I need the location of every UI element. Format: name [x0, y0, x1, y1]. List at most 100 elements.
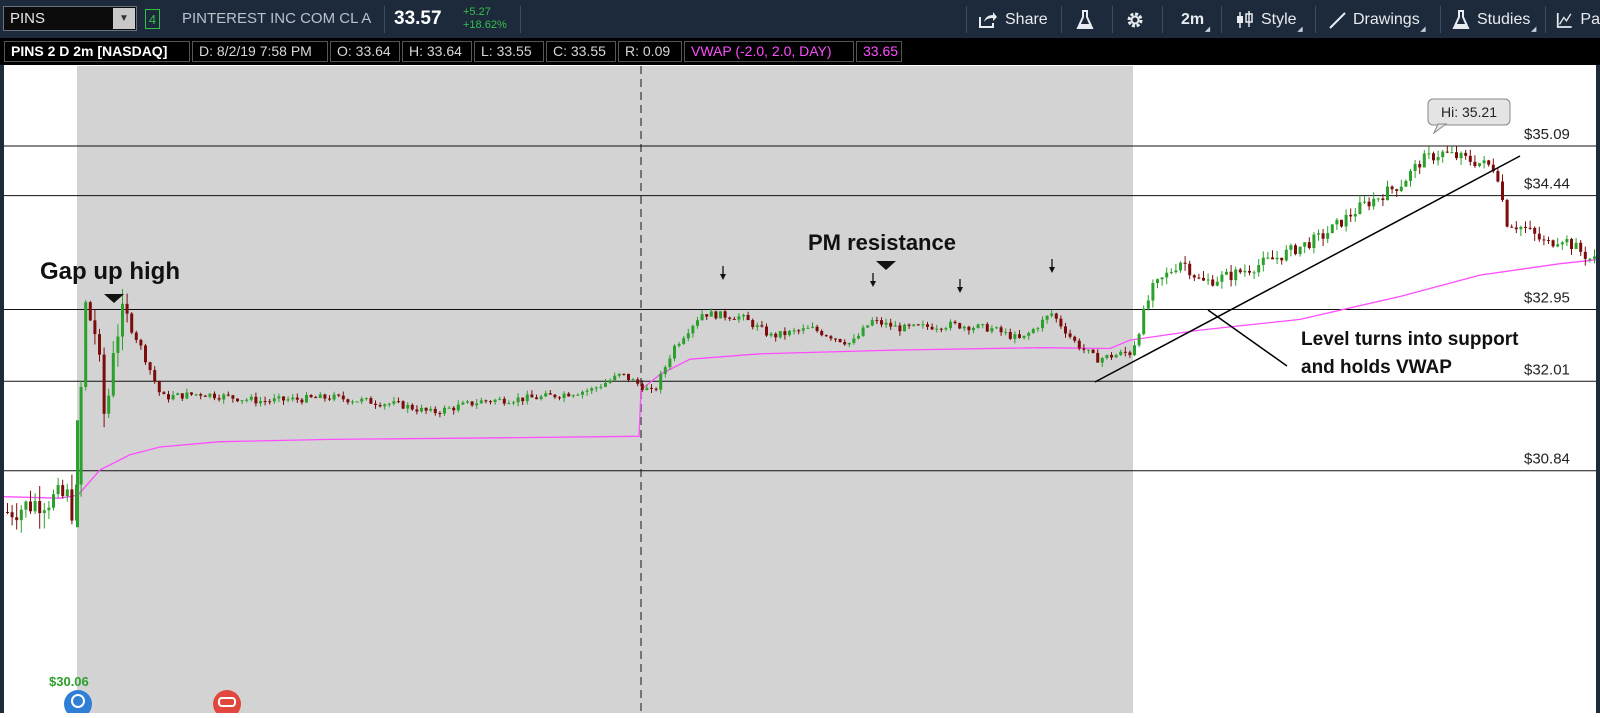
candle-body — [1505, 199, 1509, 227]
earnings-event-icon[interactable] — [64, 690, 92, 718]
premarket-shading — [77, 66, 1133, 713]
candle-body — [576, 394, 580, 396]
bar-range: R: 0.09 — [618, 41, 682, 62]
style-button[interactable]: Style ◢ — [1236, 9, 1303, 33]
candle-body — [1146, 300, 1150, 309]
candle-body — [1335, 219, 1339, 225]
candle-body — [456, 404, 460, 411]
corner-arrow-icon: ◢ — [1297, 26, 1303, 33]
flask-button[interactable] — [1076, 9, 1101, 31]
candle-body — [1496, 171, 1500, 182]
candle-body — [1105, 354, 1109, 359]
symbol-selector[interactable]: PINS ▼ — [3, 6, 137, 31]
candle-body — [1524, 226, 1527, 228]
candle-body — [820, 330, 824, 336]
chevron-down-icon[interactable]: ▼ — [113, 8, 135, 29]
candle-body — [309, 394, 313, 398]
candle-body — [1556, 244, 1560, 247]
interval-button[interactable]: 2m ◢ — [1181, 9, 1210, 33]
divider — [966, 6, 967, 33]
candle-body — [843, 341, 847, 345]
candle-body — [700, 314, 704, 321]
candle-body — [1418, 164, 1422, 168]
candle-body — [1073, 336, 1077, 341]
candle-body — [935, 328, 939, 330]
drawings-button[interactable]: Drawings ◢ — [1328, 9, 1426, 33]
candle-body — [714, 311, 718, 319]
candle-body — [300, 399, 304, 403]
candle-body — [157, 381, 161, 393]
candle-body — [834, 338, 837, 340]
candle-body — [1588, 258, 1592, 260]
candle-body — [562, 393, 566, 398]
down-arrow-icon — [870, 281, 876, 287]
candle-body — [383, 404, 387, 407]
settings-button[interactable] — [1125, 9, 1152, 31]
change-value: +5.27 — [463, 6, 491, 18]
candle-body — [1031, 329, 1035, 334]
candle-body — [1294, 245, 1297, 255]
candle-body — [1036, 328, 1040, 330]
candle-body — [1271, 257, 1274, 260]
candle-body — [475, 403, 479, 406]
candle-body — [318, 394, 322, 399]
candle-body — [328, 398, 331, 400]
call-event-icon[interactable] — [213, 690, 241, 718]
pm-resistance-label: PM resistance — [808, 230, 956, 255]
hi-bubble-text: Hi: 35.21 — [1441, 104, 1497, 120]
candle-body — [93, 320, 97, 335]
candle-body — [553, 394, 557, 398]
link-group-badge[interactable]: 4 — [145, 9, 160, 29]
candle-body — [1013, 334, 1017, 339]
candle-body — [953, 321, 957, 324]
bar-high: H: 33.64 — [402, 41, 472, 62]
price-level-label: $32.01 — [1524, 361, 1570, 378]
candle-body — [268, 401, 272, 403]
candle-body — [6, 511, 9, 513]
candle-body — [1022, 335, 1026, 338]
candle-body — [1169, 272, 1173, 274]
vwap-value: 33.65 — [856, 41, 902, 62]
candle-body — [38, 501, 42, 514]
candle-body — [512, 402, 515, 404]
candle-body — [56, 485, 60, 495]
corner-arrow-icon: ◢ — [1420, 26, 1426, 33]
low-marker-text: $30.06 — [49, 674, 89, 689]
candle-body — [645, 387, 649, 391]
price-change: +5.27 +18.62% — [463, 6, 507, 32]
candle-body — [1220, 274, 1224, 282]
pencil-line-icon — [1329, 12, 1346, 29]
gap-up-high-label: Gap up high — [40, 258, 180, 285]
candle-body — [1119, 351, 1123, 355]
candle-body — [162, 392, 166, 395]
candle-body — [1386, 186, 1389, 201]
candle-body — [369, 398, 373, 404]
candle-body — [1413, 164, 1417, 171]
candle-body — [677, 343, 681, 346]
candle-body — [728, 317, 732, 319]
candle-body — [1100, 358, 1104, 363]
drawings-label: Drawings — [1353, 11, 1420, 28]
chart-canvas[interactable]: $35.09 $34.44 $32.95 $32.01 $30.84 Hi: 35.21… — [0, 65, 1600, 718]
symbol-input[interactable]: PINS — [10, 10, 46, 27]
patterns-button[interactable]: Pa — [1556, 9, 1600, 31]
vwap-study-label[interactable]: VWAP (-2.0, 2.0, DAY) — [684, 41, 854, 62]
candle-body — [282, 396, 285, 401]
studies-button[interactable]: Studies ◢ — [1452, 9, 1536, 33]
candle-body — [1579, 242, 1583, 252]
candle-body — [742, 314, 745, 317]
price-chart[interactable]: $35.09 $34.44 $32.95 $32.01 $30.84 Hi: 35.21… — [0, 65, 1600, 718]
share-button[interactable]: Share — [978, 9, 1048, 31]
candle-body — [585, 390, 589, 392]
candle-body — [1321, 233, 1325, 239]
candle-body — [1275, 257, 1279, 260]
candle-body — [236, 398, 239, 402]
candle-body — [121, 303, 124, 337]
candle-body — [1344, 214, 1348, 227]
resistance-arrows — [720, 259, 1055, 293]
candle-body — [61, 485, 65, 497]
change-percent: +18.62% — [463, 19, 507, 31]
candle-body — [498, 398, 502, 400]
candle-body — [944, 328, 948, 330]
candle-body — [1110, 354, 1113, 358]
